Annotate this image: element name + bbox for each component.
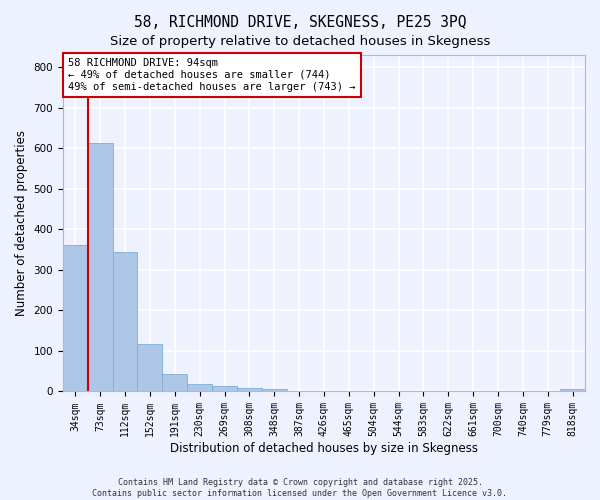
Bar	[212, 386, 237, 392]
Text: Size of property relative to detached houses in Skegness: Size of property relative to detached ho…	[110, 35, 490, 48]
Text: 58 RICHMOND DRIVE: 94sqm
← 49% of detached houses are smaller (744)
49% of semi-: 58 RICHMOND DRIVE: 94sqm ← 49% of detach…	[68, 58, 356, 92]
Y-axis label: Number of detached properties: Number of detached properties	[15, 130, 28, 316]
Bar	[262, 390, 287, 392]
Bar	[237, 388, 262, 392]
Bar	[560, 390, 585, 392]
Bar	[113, 252, 137, 392]
Text: Contains HM Land Registry data © Crown copyright and database right 2025.
Contai: Contains HM Land Registry data © Crown c…	[92, 478, 508, 498]
Bar	[137, 344, 163, 392]
Bar	[163, 374, 187, 392]
Bar	[88, 142, 113, 392]
X-axis label: Distribution of detached houses by size in Skegness: Distribution of detached houses by size …	[170, 442, 478, 455]
Bar	[63, 244, 88, 392]
Bar	[187, 384, 212, 392]
Text: 58, RICHMOND DRIVE, SKEGNESS, PE25 3PQ: 58, RICHMOND DRIVE, SKEGNESS, PE25 3PQ	[134, 15, 466, 30]
